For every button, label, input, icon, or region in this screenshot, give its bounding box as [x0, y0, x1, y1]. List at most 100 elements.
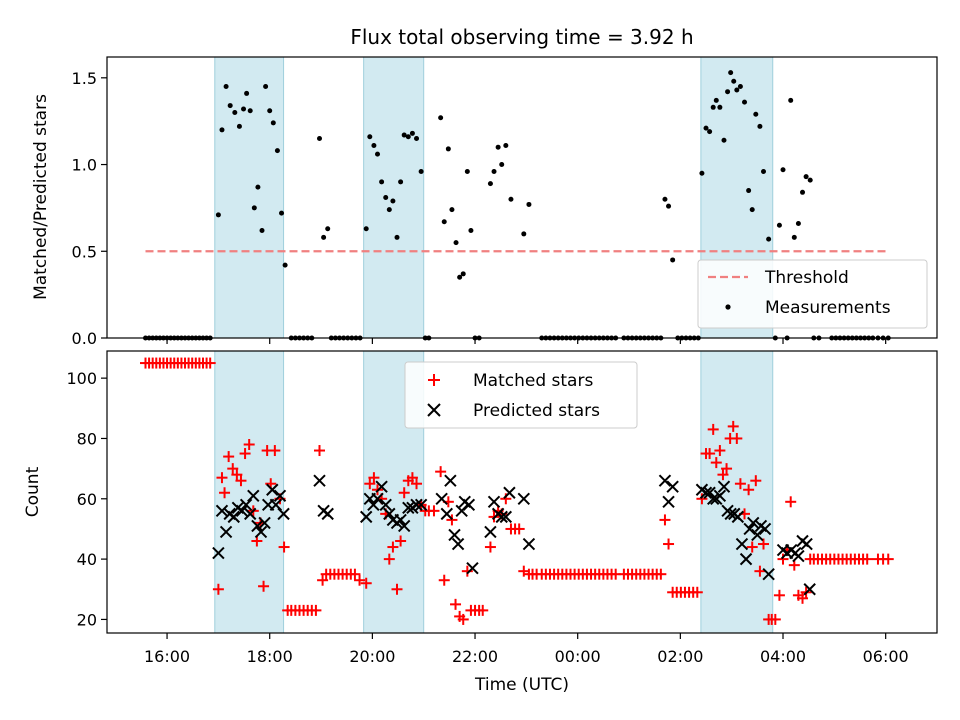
measurement-point [717, 104, 723, 110]
measurement-point [670, 257, 676, 263]
matched-star-point [243, 438, 255, 450]
matched-star-point [438, 574, 450, 586]
measurement-point [788, 97, 794, 103]
matched-star-point [360, 577, 372, 589]
measurement-point [742, 99, 748, 105]
measurement-point [267, 108, 273, 114]
measurement-point [270, 120, 276, 126]
measurement-point [215, 212, 221, 218]
matched-star-point [797, 592, 809, 604]
predicted-star-point [440, 507, 454, 521]
shaded-interval-1 [363, 350, 425, 634]
measurement-point [464, 168, 470, 174]
measurement-point [449, 207, 455, 213]
measurement-point [223, 83, 229, 89]
matched-star-point [743, 484, 755, 496]
top-axes-frame [106, 56, 938, 339]
bottom-axes-frame [106, 350, 938, 634]
measurement-point [499, 162, 505, 168]
measurement-point [707, 129, 713, 135]
x-tick-label: 04:00 [760, 647, 806, 666]
measurement-point [282, 262, 288, 268]
top-y-axis-ticks: 0.0 0.5 1.0 1.5 [72, 69, 107, 348]
top-legend-box [697, 259, 928, 329]
bottom-x-axis-ticks: 16:00 18:00 20:00 22:00 00:00 02:00 04:00 06:00 [144, 633, 909, 666]
matched-star-point [278, 541, 290, 553]
measurement-point [453, 240, 459, 246]
y-tick-label: 20 [77, 610, 97, 629]
predicted-star-points [212, 474, 816, 596]
measurement-point [795, 221, 801, 227]
measurement-point [219, 127, 225, 133]
predicted-star-point [239, 498, 253, 512]
legend-predicted-swatch [427, 403, 441, 417]
matched-star-point [754, 565, 766, 577]
matched-star-point [484, 541, 496, 553]
predicted-star-point [724, 507, 737, 521]
matched-star-point [655, 568, 667, 580]
matched-star-point [861, 553, 873, 565]
measurement-point [386, 207, 392, 213]
legend-threshold-label: Threshold [764, 268, 849, 288]
bottom-panel: 20 40 60 80 100 16:00 18:00 20:00 22:00 00:00 02:… [23, 350, 938, 695]
predicted-star-point [484, 525, 497, 539]
measurement-point [409, 130, 415, 136]
predicted-star-point [266, 483, 279, 496]
measurement-point [255, 184, 261, 190]
predicted-star-point [244, 507, 257, 521]
matched-star-point [387, 541, 399, 553]
measurement-point [394, 234, 400, 240]
matched-star-point [368, 472, 380, 484]
matched-star-point [773, 589, 785, 601]
matched-star-point [717, 469, 729, 481]
predicted-star-point [227, 510, 240, 524]
measurement-point [737, 83, 743, 89]
measurement-point [757, 123, 763, 129]
matched-star-point [395, 535, 407, 547]
predicted-star-point [397, 519, 411, 533]
measurement-point [487, 181, 493, 187]
matched-star-point [219, 487, 231, 499]
matched-star-point [714, 445, 726, 457]
measurement-point [807, 177, 813, 183]
matched-star-point [461, 565, 473, 577]
measurement-point [321, 234, 327, 240]
matched-star-point [216, 472, 228, 484]
matched-star-point [349, 568, 361, 580]
measurement-point [734, 87, 740, 93]
measurement-point [251, 205, 257, 211]
predicted-star-point [522, 537, 536, 551]
measurement-point [247, 108, 253, 114]
matched-star-points [139, 357, 894, 625]
measurement-point [468, 227, 474, 233]
predicted-star-point [517, 492, 531, 505]
measurement-point [236, 123, 242, 129]
measurement-point [375, 151, 381, 157]
measurement-point [457, 274, 463, 280]
measurement-point [317, 136, 323, 142]
top-y-axis-label: Matched/Predicted stars [31, 94, 51, 300]
matched-star-point [354, 574, 366, 586]
matched-star-point [450, 598, 462, 610]
predicted-star-point [731, 510, 745, 524]
x-tick-label: 16:00 [144, 647, 190, 666]
measurement-point [803, 174, 809, 180]
matched-star-point [231, 469, 243, 481]
measurement-point [800, 189, 806, 195]
matched-star-point [750, 475, 762, 487]
matched-star-point [710, 457, 722, 469]
predicted-star-point [792, 549, 805, 563]
x-tick-label: 22:00 [452, 647, 498, 666]
matched-star-point [746, 541, 758, 553]
matched-star-point [411, 478, 423, 490]
measurement-point [371, 142, 377, 148]
predicted-star-point [495, 510, 508, 524]
matched-star-point [204, 357, 216, 369]
matched-star-point [696, 493, 708, 505]
legend-matched-label: Matched stars [473, 371, 593, 391]
measurement-point [274, 148, 280, 154]
predicted-star-point [751, 528, 764, 542]
predicted-star-point [219, 525, 233, 539]
top-shaded-intervals [214, 56, 774, 339]
